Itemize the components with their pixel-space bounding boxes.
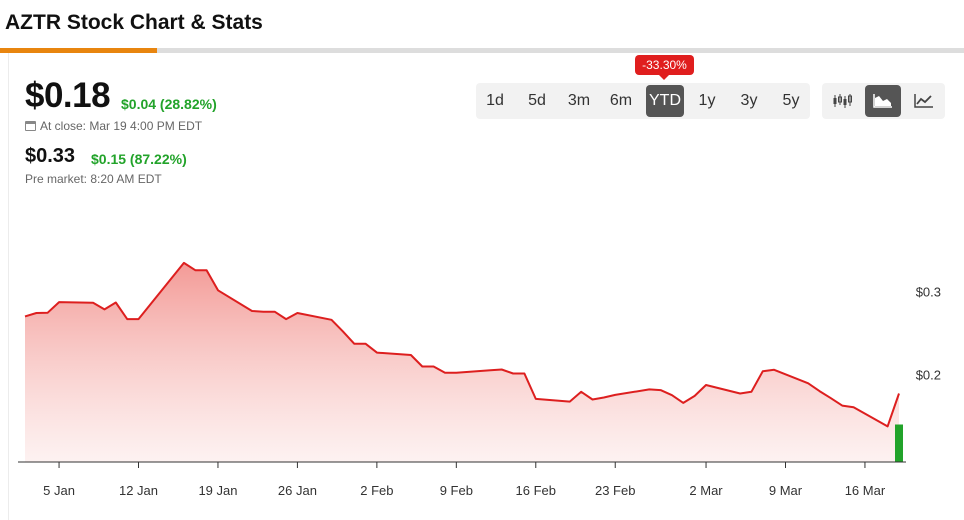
- badge-pointer: [659, 75, 669, 80]
- candlestick-icon[interactable]: [824, 85, 860, 117]
- x-tick-label: 12 Jan: [119, 483, 158, 498]
- premarket-price: $0.33: [25, 145, 76, 167]
- current-price: $0.18: [25, 76, 111, 115]
- price-change: $0.04 (28.82%): [121, 96, 217, 112]
- x-tick-label: 16 Feb: [516, 483, 556, 498]
- premarket-time-label: Pre market: 8:20 AM EDT: [25, 172, 162, 186]
- chart-type-selector: [822, 83, 945, 119]
- range-button-5y[interactable]: 5y: [782, 92, 800, 109]
- tab-underline-bar: [0, 48, 964, 53]
- active-tab-indicator: [0, 48, 157, 53]
- x-tick-label: 19 Jan: [198, 483, 237, 498]
- range-button-1d[interactable]: 1d: [486, 92, 504, 109]
- premarket-change: $0.15 (87.22%): [91, 151, 187, 167]
- y-tick-label: $0.2: [916, 368, 941, 383]
- calendar-icon: [25, 121, 36, 131]
- close-time-label: At close: Mar 19 4:00 PM EDT: [40, 119, 203, 133]
- price-line: [24, 261, 900, 428]
- volume-bar: [895, 424, 903, 462]
- close-time-row: At close: Mar 19 4:00 PM EDT: [25, 119, 202, 133]
- area-chart-icon[interactable]: [865, 85, 901, 117]
- line-chart-icon[interactable]: [906, 85, 942, 117]
- range-button-3m[interactable]: 3m: [567, 92, 591, 109]
- x-tick-label: 26 Jan: [278, 483, 317, 498]
- range-selector: 1d 5d 3m 6m YTD 1y 3y 5y: [476, 83, 810, 119]
- range-button-6m[interactable]: 6m: [609, 92, 633, 109]
- x-tick-label: 23 Feb: [595, 483, 635, 498]
- card-border: [8, 53, 9, 520]
- x-tick-label: 2 Feb: [360, 483, 393, 498]
- ytd-change-badge: -33.30%: [635, 55, 694, 75]
- y-tick-label: $0.3: [916, 284, 941, 299]
- range-button-1y[interactable]: 1y: [698, 92, 716, 109]
- range-button-5d[interactable]: 5d: [528, 92, 546, 109]
- range-button-3y[interactable]: 3y: [740, 92, 758, 109]
- x-tick-label: 16 Mar: [845, 483, 886, 498]
- x-tick-label: 9 Feb: [440, 483, 473, 498]
- x-tick-label: 5 Jan: [43, 483, 75, 498]
- x-tick-label: 9 Mar: [769, 483, 803, 498]
- x-tick-label: 2 Mar: [689, 483, 723, 498]
- price-area-fill: [25, 262, 899, 462]
- page-title: AZTR Stock Chart & Stats: [5, 11, 263, 34]
- range-button-ytd[interactable]: YTD: [646, 85, 684, 117]
